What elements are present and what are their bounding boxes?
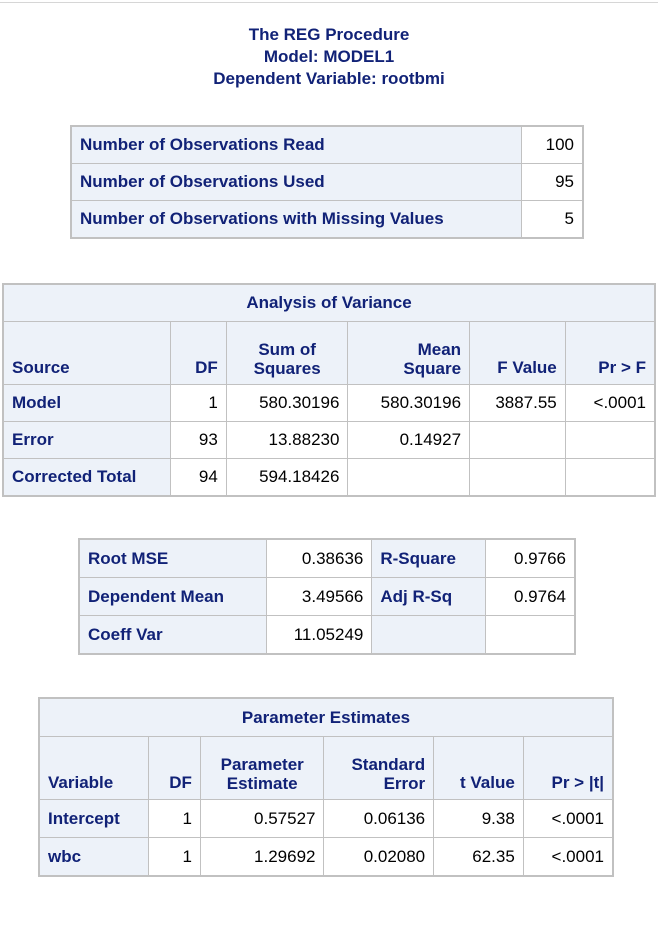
row-f: [469, 458, 566, 497]
row-source: Error: [2, 421, 172, 459]
fit-value: 0.38636: [265, 538, 373, 578]
header-mean-square: Mean Square: [347, 321, 471, 385]
row-estimate: 0.57527: [199, 799, 325, 838]
fit-label-2: R-Square: [371, 538, 486, 578]
row-source: Corrected Total: [2, 458, 172, 497]
params-title: Parameter Estimates: [38, 697, 614, 737]
fit-label: Coeff Var: [78, 615, 267, 655]
obs-read-value: 100: [520, 125, 584, 164]
fit-label-2: [371, 615, 486, 655]
header-ss-line2: Squares: [253, 359, 321, 378]
header-f-value: F Value: [469, 321, 566, 385]
fit-label: Dependent Mean: [78, 577, 267, 616]
dependent-variable-title: Dependent Variable: rootbmi: [213, 69, 445, 88]
header-se-line2: Error: [383, 774, 426, 793]
table-title-row: Analysis of Variance: [2, 283, 656, 322]
row-variable: Intercept: [38, 799, 150, 838]
header-est-line2: Estimate: [226, 774, 298, 793]
row-estimate: 1.29692: [199, 837, 325, 877]
header-pr-f: Pr > F: [564, 321, 656, 385]
obs-missing-value: 5: [520, 200, 584, 239]
observations-table: Number of Observations Read 100 Number o…: [70, 125, 584, 239]
row-se: 0.02080: [323, 837, 435, 877]
fit-value: 11.05249: [265, 615, 373, 655]
header-standard-error: Standard Error: [323, 736, 435, 800]
procedure-titles: The REG Procedure Model: MODEL1 Dependen…: [0, 24, 658, 90]
table-title-row: Parameter Estimates: [38, 697, 614, 737]
row-ss: 594.18426: [225, 458, 349, 497]
procedure-title: The REG Procedure: [248, 25, 410, 44]
table-row: Model 1 580.30196 580.30196 3887.55 <.00…: [2, 384, 656, 422]
row-p: [564, 458, 656, 497]
row-se: 0.06136: [323, 799, 435, 838]
header-t-value: t Value: [433, 736, 524, 800]
row-t: 62.35: [433, 837, 524, 877]
header-df: DF: [170, 321, 227, 385]
table-row: wbc 1 1.29692 0.02080 62.35 <.0001: [38, 837, 614, 877]
row-df: 93: [170, 421, 227, 459]
obs-read-label: Number of Observations Read: [70, 125, 522, 164]
row-source: Model: [2, 384, 172, 422]
fit-label-2: Adj R-Sq: [371, 577, 486, 616]
row-df: 1: [148, 799, 201, 838]
fit-value: 3.49566: [265, 577, 373, 616]
row-ss: 580.30196: [225, 384, 349, 422]
model-title: Model: MODEL1: [263, 47, 395, 66]
obs-used-value: 95: [520, 163, 584, 201]
row-ms: 580.30196: [347, 384, 471, 422]
table-header-row: Variable DF Parameter Estimate Standard …: [38, 736, 614, 800]
fit-statistics-table: Root MSE 0.38636 R-Square 0.9766 Depende…: [78, 538, 576, 655]
table-header-row: Source DF Sum of Squares Mean Square F V…: [2, 321, 656, 385]
row-df: 94: [170, 458, 227, 497]
top-rule: [0, 2, 658, 3]
header-source: Source: [2, 321, 172, 385]
header-variable: Variable: [38, 736, 150, 800]
header-est-line1: Parameter: [220, 755, 304, 774]
anova-title: Analysis of Variance: [2, 283, 656, 322]
row-ss: 13.88230: [225, 421, 349, 459]
obs-missing-label: Number of Observations with Missing Valu…: [70, 200, 522, 239]
row-p: <.0001: [522, 799, 614, 838]
table-row: Intercept 1 0.57527 0.06136 9.38 <.0001: [38, 799, 614, 838]
row-df: 1: [170, 384, 227, 422]
table-row: Number of Observations Read 100: [70, 125, 584, 164]
row-ms: 0.14927: [347, 421, 471, 459]
fit-value-2: 0.9764: [484, 577, 576, 616]
row-p: <.0001: [522, 837, 614, 877]
row-t: 9.38: [433, 799, 524, 838]
table-row: Corrected Total 94 594.18426: [2, 458, 656, 497]
header-ss-line1: Sum of: [258, 340, 316, 359]
fit-value-2: [484, 615, 576, 655]
table-row: Number of Observations with Missing Valu…: [70, 200, 584, 239]
fit-value-2: 0.9766: [484, 538, 576, 578]
header-ms-line2: Square: [403, 359, 462, 378]
parameter-estimates-table: Parameter Estimates Variable DF Paramete…: [38, 697, 614, 877]
row-variable: wbc: [38, 837, 150, 877]
table-row: Error 93 13.88230 0.14927: [2, 421, 656, 459]
header-parameter-estimate: Parameter Estimate: [199, 736, 325, 800]
row-f: [469, 421, 566, 459]
table-row: Number of Observations Used 95: [70, 163, 584, 201]
obs-used-label: Number of Observations Used: [70, 163, 522, 201]
fit-label: Root MSE: [78, 538, 267, 578]
row-p: <.0001: [564, 384, 656, 422]
header-pr-t: Pr > |t|: [522, 736, 614, 800]
header-sum-of-squares: Sum of Squares: [225, 321, 349, 385]
table-row: Root MSE 0.38636 R-Square 0.9766: [78, 538, 576, 578]
header-df: DF: [148, 736, 201, 800]
header-ms-line1: Mean: [417, 340, 462, 359]
row-p: [564, 421, 656, 459]
anova-table: Analysis of Variance Source DF Sum of Sq…: [2, 283, 656, 497]
table-row: Coeff Var 11.05249: [78, 615, 576, 655]
header-se-line1: Standard: [351, 755, 426, 774]
row-ms: [347, 458, 471, 497]
row-f: 3887.55: [469, 384, 566, 422]
table-row: Dependent Mean 3.49566 Adj R-Sq 0.9764: [78, 577, 576, 616]
row-df: 1: [148, 837, 201, 877]
